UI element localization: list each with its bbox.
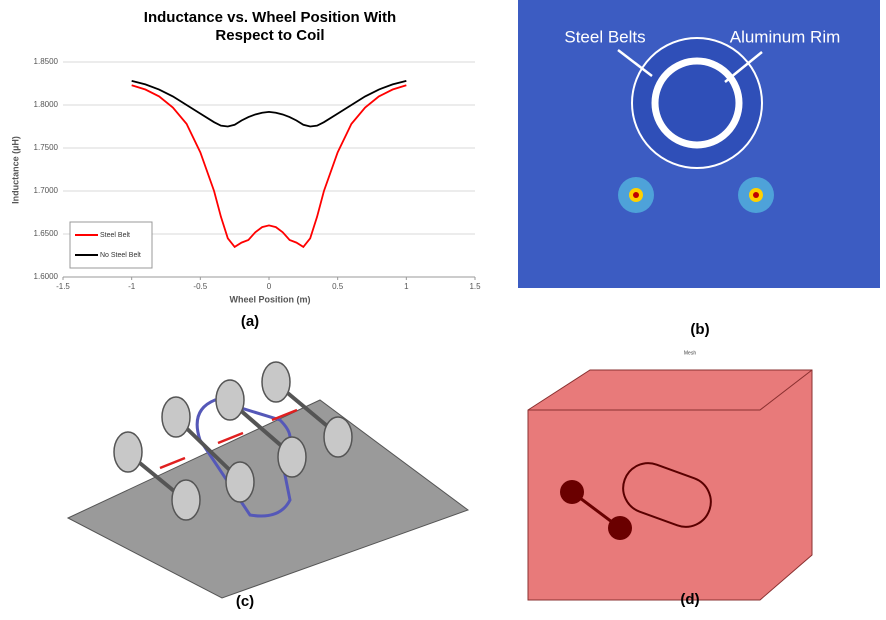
hotspot — [753, 192, 759, 198]
x-tick-label: 0.5 — [332, 282, 344, 291]
x-tick-label: -1 — [128, 282, 136, 291]
plot: 1.6000 1.6500 1.7000 1.7500 1.8000 1.8500 -1.5… — [34, 57, 482, 291]
panel-label: (a) — [241, 313, 259, 330]
panel-label: (c) — [236, 593, 254, 610]
x-tick-label: 1 — [404, 282, 409, 291]
legend-box — [70, 222, 152, 268]
annotation: Steel Belts — [564, 27, 645, 46]
series-line — [132, 85, 407, 247]
legend-label: Steel Belt — [100, 232, 130, 239]
hotspot — [633, 192, 639, 198]
legend-label: No Steel Belt — [100, 252, 141, 259]
x-tick-label: -1.5 — [56, 282, 70, 291]
panel-label: (d) — [680, 591, 699, 608]
annotation: Mesh — [684, 350, 696, 356]
y-tick-label: 1.6500 — [34, 229, 59, 238]
y-axis-label: Inductance (µH) — [10, 136, 20, 204]
y-tick-label: 1.7000 — [34, 186, 59, 195]
x-axis-label: Wheel Position (m) — [230, 294, 311, 304]
series-line — [132, 81, 407, 127]
mesh-model — [528, 370, 812, 600]
y-tick-label: 1.8500 — [34, 57, 59, 66]
x-tick-label: 0 — [267, 282, 272, 291]
x-tick-label: -0.5 — [193, 282, 207, 291]
figure: Inductance vs. Wheel Position WithRespec… — [0, 0, 886, 615]
y-tick-label: 1.7500 — [34, 143, 59, 152]
y-tick-label: 1.6000 — [34, 272, 59, 281]
y-tick-label: 1.8000 — [34, 100, 59, 109]
wheel-model — [68, 362, 468, 598]
ground-plane — [68, 400, 468, 598]
panel-label: (b) — [690, 321, 709, 338]
annotation: Aluminum Rim — [730, 27, 841, 46]
x-tick-label: 1.5 — [469, 282, 481, 291]
